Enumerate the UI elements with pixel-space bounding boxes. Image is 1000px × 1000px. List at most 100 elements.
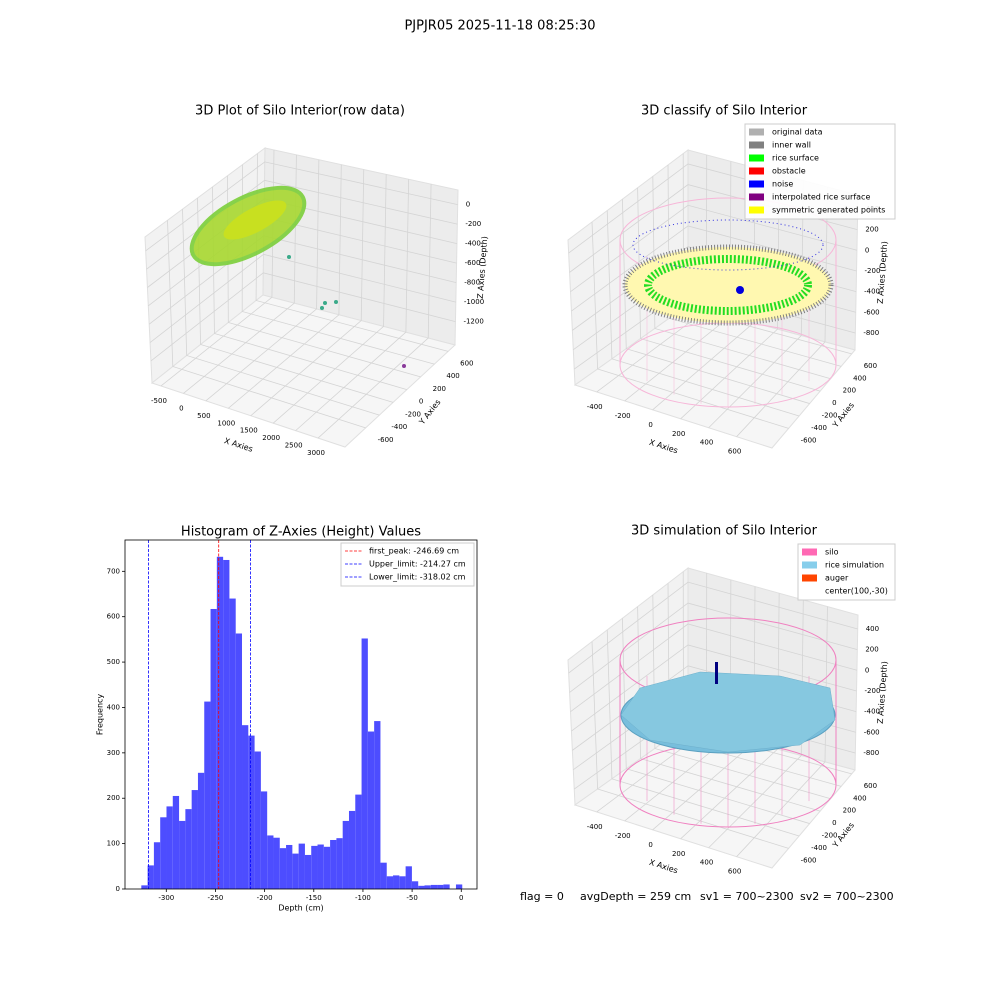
legend-label: rice simulation — [825, 561, 884, 570]
legend-label: silo — [825, 548, 839, 557]
y-tick-label: 0 — [116, 885, 120, 893]
bar — [418, 885, 425, 889]
bar — [254, 751, 261, 889]
legend-swatch — [749, 180, 764, 188]
y-tick-label: -600 — [378, 436, 394, 444]
grid-line — [250, 169, 365, 417]
legend-label: auger — [825, 574, 849, 583]
chart-title: 3D classify of Silo Interior — [641, 104, 808, 119]
y-tick-label: 500 — [107, 658, 120, 666]
y-axis-label: Frequency — [96, 694, 105, 736]
y-tick-label: 300 — [107, 749, 120, 757]
bar — [248, 735, 255, 889]
y-tick-label: -600 — [801, 856, 817, 864]
z-tick-label: -400 — [864, 708, 880, 716]
grid-line — [571, 644, 857, 732]
bar — [191, 790, 198, 889]
z-tick-label: -1000 — [464, 298, 484, 306]
x-tick-label: -50 — [406, 894, 417, 902]
grid-line — [652, 176, 831, 380]
bar — [292, 853, 299, 889]
chart-title: Histogram of Z-Axies (Height) Values — [181, 525, 421, 540]
legend-swatch — [749, 141, 764, 149]
point-cloud — [402, 364, 406, 368]
z-tick-label: -600 — [465, 259, 481, 267]
bar — [330, 839, 337, 889]
bar — [317, 844, 324, 889]
grid-line — [146, 179, 458, 270]
grid-line — [708, 599, 804, 849]
auger — [715, 662, 718, 684]
bar — [286, 844, 293, 889]
legend-swatch — [802, 574, 817, 582]
legend-swatch — [749, 206, 764, 214]
z-tick-label: -800 — [863, 749, 879, 757]
y-tick-label: -400 — [811, 424, 827, 432]
z-axis-label: Z Axies (Depth) — [876, 661, 889, 724]
chart-title: 3D simulation of Silo Interior — [631, 524, 818, 539]
bar — [242, 725, 249, 889]
grid-line — [149, 253, 456, 343]
legend-label: obstacle — [772, 167, 806, 176]
legend-label: symmetric generated points — [772, 206, 885, 215]
grid-line — [606, 210, 800, 417]
z-tick-label: -400 — [465, 240, 481, 248]
grid-line — [570, 204, 858, 293]
x-tick-label: 2500 — [285, 442, 303, 450]
legend-label: Upper_limit: -214.27 cm — [369, 560, 466, 569]
z-tick-label: -600 — [864, 728, 880, 736]
legend-swatch — [802, 561, 817, 569]
grid-line — [708, 180, 804, 429]
bar — [336, 838, 343, 889]
grid-line — [295, 179, 410, 431]
chart-title: 3D Plot of Silo Interior(row data) — [195, 104, 405, 119]
bar — [367, 731, 375, 889]
y-tick-label: 200 — [107, 794, 120, 802]
figure-title: PJPJR05 2025-11-18 08:25:30 — [404, 19, 595, 34]
bar — [229, 598, 236, 889]
bar — [399, 876, 406, 889]
z-tick-label: -800 — [464, 279, 480, 287]
grid-line — [736, 186, 828, 437]
grid-line — [622, 618, 810, 824]
status-text: flag = 0 — [520, 890, 564, 903]
legend-label: Lower_limit: -318.02 cm — [369, 573, 466, 582]
z-tick-label: 0 — [865, 246, 869, 254]
y-tick-label: 600 — [460, 359, 473, 367]
grid-line — [167, 220, 366, 429]
grid-line — [591, 221, 789, 429]
rice-surface — [620, 671, 836, 753]
y-tick-label: -400 — [811, 844, 827, 852]
x-tick-label: -500 — [151, 397, 167, 405]
status-text: sv2 = 700~2300 — [800, 890, 894, 903]
y-tick-label: 200 — [433, 385, 446, 393]
x-tick-label: -300 — [158, 894, 174, 902]
z-tick-label: -600 — [864, 308, 880, 316]
grid-line — [145, 161, 458, 252]
grid-line — [652, 594, 831, 800]
bar — [393, 875, 400, 889]
grid-line — [606, 629, 800, 837]
grid-line — [667, 164, 842, 367]
x-tick-label: -100 — [355, 894, 371, 902]
x-axis-label: Depth (cm) — [278, 904, 323, 913]
point-cloud — [736, 286, 744, 294]
legend-box — [340, 542, 475, 587]
x-tick-label: -200 — [615, 832, 631, 840]
x-tick-label: -250 — [208, 894, 224, 902]
bar — [380, 862, 387, 889]
bar — [298, 843, 305, 889]
x-tick-label: 0 — [648, 421, 652, 429]
z-tick-label: -1200 — [463, 318, 483, 326]
grid-line — [622, 199, 810, 404]
legend-label: center(100,-30) — [825, 587, 888, 596]
grid-line — [591, 641, 789, 849]
bar — [260, 791, 268, 889]
point-cloud — [223, 200, 287, 240]
point-cloud — [323, 301, 327, 305]
legend-swatch — [749, 154, 764, 162]
legend-label: noise — [772, 180, 793, 189]
y-tick-label: 700 — [107, 567, 120, 575]
bar — [273, 837, 280, 889]
x-tick-label: 200 — [672, 850, 685, 858]
